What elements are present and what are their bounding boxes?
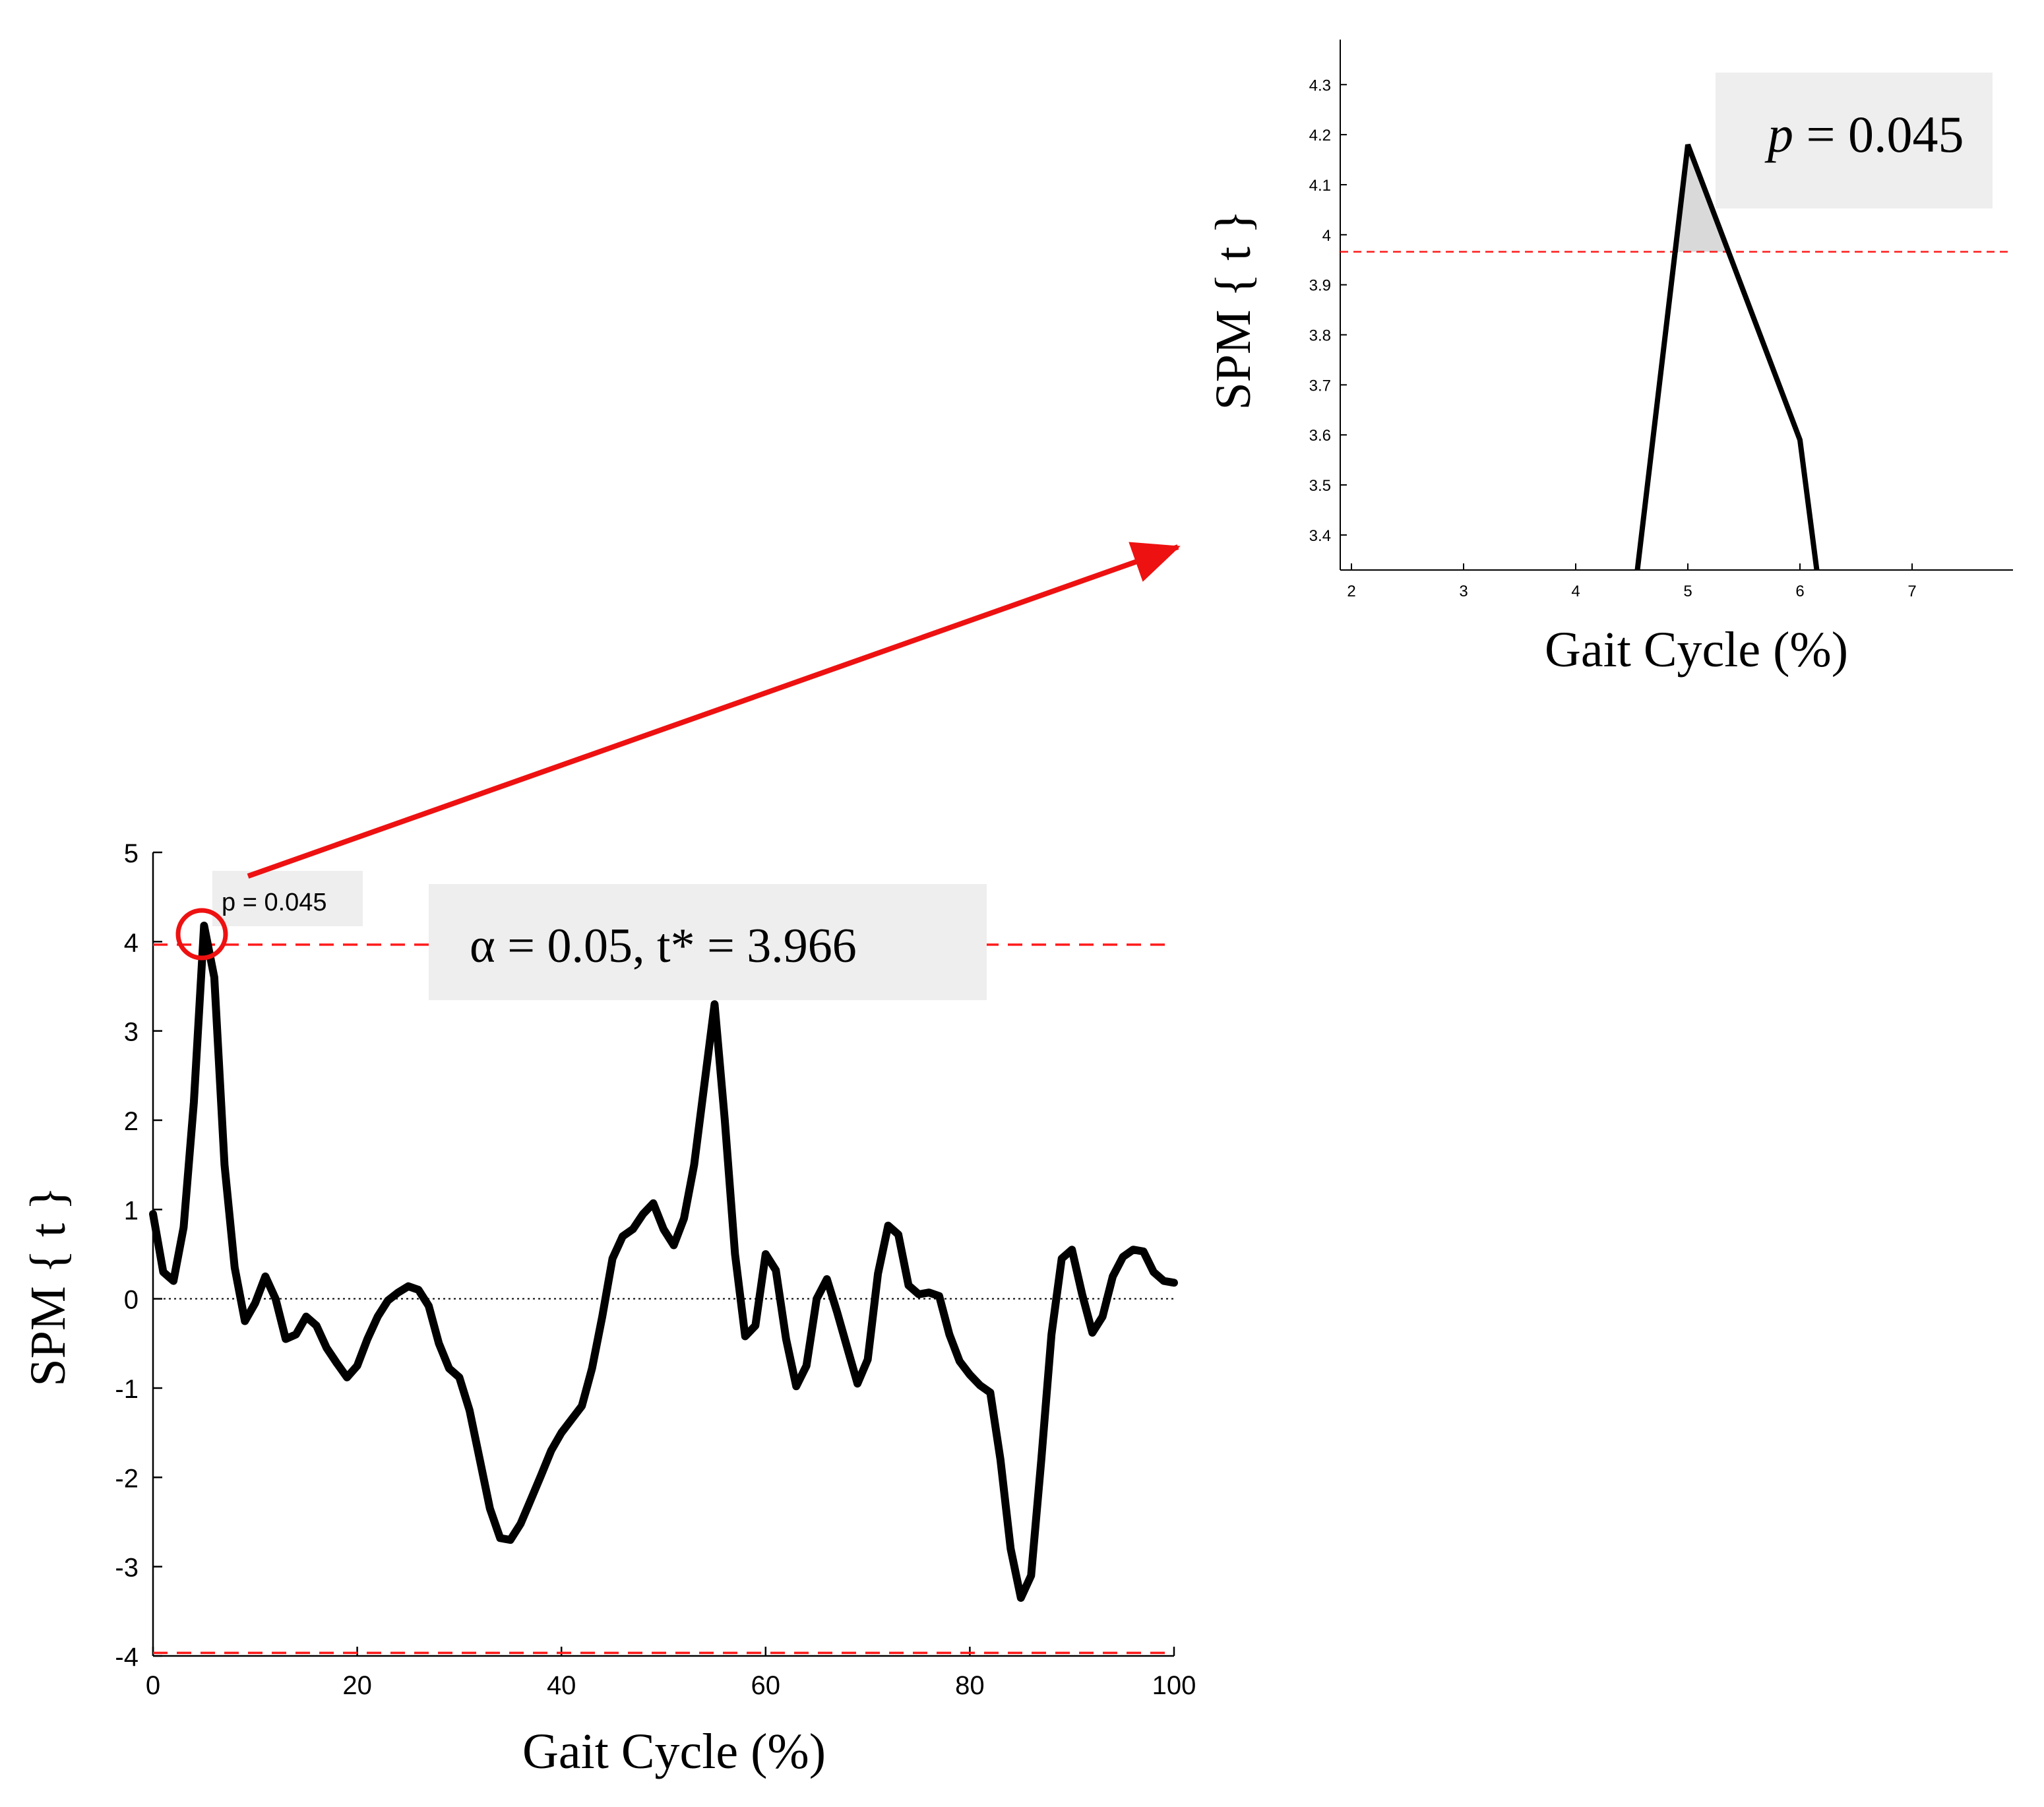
main-x-tick-label: 0 [146,1671,160,1700]
main-y-tick-label: 4 [124,928,139,957]
inset-chart: 3.4 3.5 3.6 3.7 3.8 3.9 4 4.1 4.2 4.3 2 3 4 5 6 7 p = 0… [1206,40,2013,678]
inset-x-tick-label: 2 [1347,583,1355,600]
inset-x-axis-title: Gait Cycle (%) [1545,622,1848,678]
p-annotation-text: p = 0.045 [222,889,327,916]
inset-y-tick-label: 3.4 [1309,527,1331,545]
inset-y-tick-label: 4.2 [1309,127,1331,144]
peak-highlight-circle [175,908,228,961]
zoom-arrow [247,542,1181,879]
inset-x-tick-label: 7 [1907,583,1916,600]
inset-y-tick-label: 4.3 [1309,77,1331,94]
main-y-tick-label: 3 [124,1018,139,1047]
main-chart: -4 -3 -2 -1 0 1 2 3 4 5 0 20 40 60 80 100 α = 0.05, t* … [20,839,1196,1779]
inset-y-tick-label: 3.6 [1309,427,1331,445]
inset-y-tick-label: 3.9 [1309,277,1331,295]
inset-p-annotation-text: p = 0.045 [1764,106,1964,163]
main-x-tick-label: 20 [342,1671,372,1700]
main-y-tick-label: 5 [124,839,139,868]
inset-p-annotation-box [1716,73,1993,208]
main-y-tick-label: 1 [124,1196,139,1225]
inset-x-tick-label: 4 [1571,583,1580,600]
main-y-tick-label: -2 [115,1464,139,1493]
main-y-tick-label: -4 [115,1643,139,1672]
main-x-tick-label: 80 [955,1671,985,1700]
main-y-tick-label: 0 [124,1286,139,1315]
main-plot-area [149,851,1178,1657]
main-y-tick-label: -1 [115,1375,139,1404]
inset-tick-labels: 3.4 3.5 3.6 3.7 3.8 3.9 4 4.1 4.2 4.3 2 3 4 5 6 7 [1309,77,1917,600]
main-x-axis-title: Gait Cycle (%) [522,1724,826,1779]
inset-y-tick-label: 4.1 [1309,177,1331,195]
inset-x-tick-label: 6 [1795,583,1804,600]
main-spm-series-line [149,922,1178,1602]
inset-y-tick-label: 3.8 [1309,327,1331,345]
inset-x-tick-label: 3 [1459,583,1468,600]
alpha-annotation-box [429,884,987,1000]
inset-x-tick-label: 5 [1683,583,1692,600]
alpha-annotation-text: α = 0.05, t* = 3.966 [470,919,857,973]
inset-suprathreshold-cluster [1675,144,1729,252]
main-x-tick-label: 60 [751,1671,781,1700]
main-y-axis-title: SPM { t } [20,1186,76,1386]
inset-plot-area [1340,40,2013,571]
main-y-tick-label: -3 [115,1554,139,1583]
inset-y-tick-label: 3.7 [1309,377,1331,395]
inset-y-axis-title: SPM { t } [1206,210,1261,410]
inset-y-tick-label: 3.5 [1309,477,1331,495]
main-tick-labels: -4 -3 -2 -1 0 1 2 3 4 5 0 20 40 60 80 100 [115,839,1196,1700]
inset-y-tick-label: 4 [1322,227,1331,245]
main-x-tick-label: 100 [1152,1671,1196,1700]
main-x-tick-label: 40 [547,1671,576,1700]
p-annotation-box [212,871,363,926]
inset-spm-series-line [1634,143,1820,571]
main-y-tick-label: 2 [124,1107,139,1136]
